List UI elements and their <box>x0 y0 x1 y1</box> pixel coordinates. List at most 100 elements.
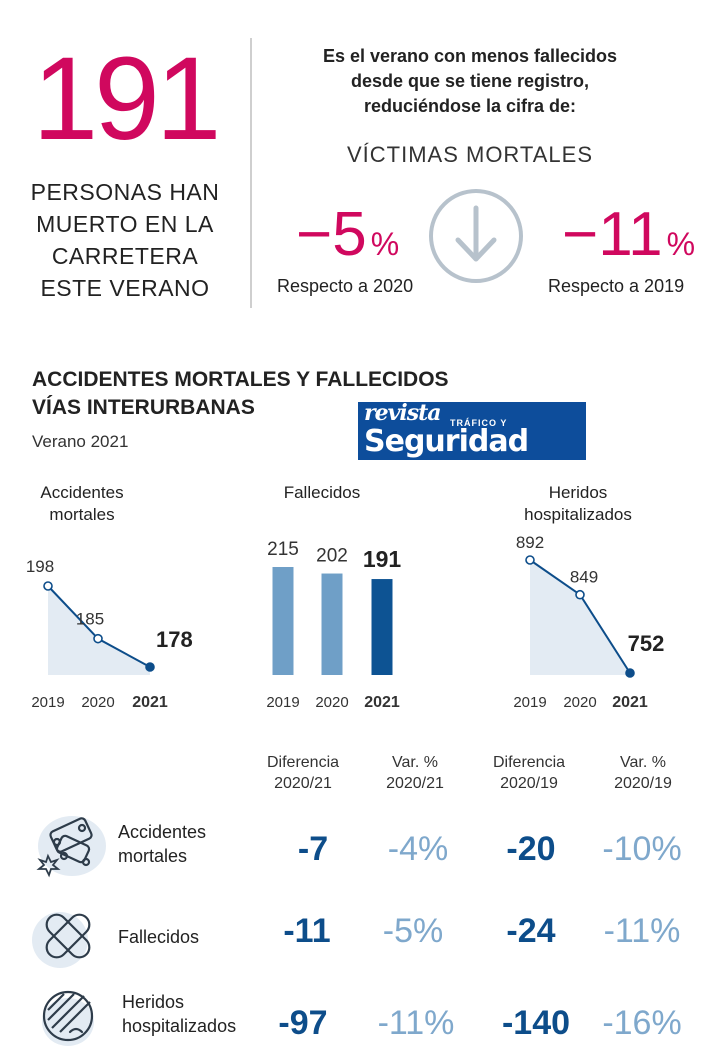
x-tick-label: 2019 <box>266 694 299 711</box>
car-crash-icon <box>36 816 106 878</box>
data-label: 892 <box>516 533 544 552</box>
row-label-line: hospitalizados <box>122 1016 237 1036</box>
change-2020-number: −5 <box>296 200 367 269</box>
row-label-line: mortales <box>118 846 188 866</box>
col-head-line: 2020/19 <box>614 775 672 792</box>
section-title-line: VÍAS INTERURBANAS <box>32 396 255 419</box>
change-2020-label: Respecto a 2020 <box>277 276 414 296</box>
value-cell: -5% <box>382 912 444 950</box>
value-cell: -20 <box>506 830 556 868</box>
data-point <box>525 555 535 565</box>
col-head-line: Diferencia <box>492 754 566 771</box>
victimas-label: VÍCTIMAS MORTALES <box>346 142 593 167</box>
data-point <box>575 589 585 600</box>
chart-title-line: mortales <box>49 505 115 524</box>
col-head-line: 2020/21 <box>386 775 444 792</box>
change-2019-number: −11 <box>562 200 663 269</box>
x-tick-label: 2021 <box>132 694 168 711</box>
section-title-line: ACCIDENTES MORTALES Y FALLECIDOS <box>32 368 449 391</box>
caption-line: MUERTO EN LA <box>36 211 214 237</box>
caption-line: ESTE VERANO <box>40 275 210 301</box>
revista-logo: revista TRÁFICO Y Seguridad Vial <box>358 400 586 494</box>
headline-line: reduciéndose la cifra de: <box>363 96 577 116</box>
x-tick-label: 2021 <box>364 694 400 711</box>
logo-line1b: TRÁFICO Y <box>450 418 508 428</box>
col-head-line: Diferencia <box>266 754 340 771</box>
change-2020-value: −5% <box>296 204 399 266</box>
logo-line1: revista <box>364 400 442 426</box>
area-fill-2 <box>530 560 630 675</box>
data-point <box>93 633 103 644</box>
area-fill-0 <box>48 586 150 675</box>
injured-face-icon <box>42 990 94 1046</box>
value-cell: -140 <box>501 1004 571 1042</box>
row-label-fallecidos: Fallecidos <box>118 925 199 949</box>
headline: Es el verano con menos fallecidos desde … <box>280 44 660 119</box>
chart-title-line: hospitalizados <box>524 505 632 524</box>
charts-area: 198 2019 185 2020 178 2021 215 2019 202 2020 191 20… <box>26 533 665 711</box>
data-point <box>43 581 53 591</box>
col-head-line: 2020/21 <box>274 775 332 792</box>
col-head-dif-2019: Diferencia 2020/19 <box>474 752 584 794</box>
arrow-down-circle-icon <box>429 189 523 283</box>
data-point <box>145 662 155 672</box>
value-cell: -7 <box>297 830 329 868</box>
chart-title-heridos: Heridos hospitalizados <box>508 482 648 526</box>
col-head-line: Var. % <box>392 754 438 771</box>
row-label-line: Fallecidos <box>118 927 200 947</box>
x-tick-label: 2020 <box>81 694 114 711</box>
chart-title-accidentes: Accidentes mortales <box>22 482 142 526</box>
col-head-line: 2020/19 <box>500 775 558 792</box>
col-head-line: Var. % <box>620 754 666 771</box>
value-cell: -11% <box>603 912 681 950</box>
value-cell: -11% <box>377 1004 455 1042</box>
x-tick-label: 2019 <box>31 694 64 711</box>
vertical-divider <box>250 38 252 308</box>
change-2020-unit: % <box>370 226 400 262</box>
x-tick-label: 2019 <box>513 694 546 711</box>
bar-value-label: 215 <box>267 539 299 560</box>
logo-line2: Seguridad Vial <box>364 424 529 494</box>
bar <box>371 579 393 675</box>
total-fatalities-number: 191 <box>32 33 222 165</box>
row-label-heridos: Heridos hospitalizados <box>122 990 236 1038</box>
col-head-var-2019: Var. % 2020/19 <box>588 752 698 794</box>
x-tick-label: 2021 <box>612 694 648 711</box>
value-cell: -10% <box>602 830 682 868</box>
chart-title-line: Heridos <box>548 483 608 502</box>
change-2019-value: −11% <box>562 204 695 266</box>
value-cell: -24 <box>506 912 556 950</box>
chart-title-fallecidos: Fallecidos <box>262 482 382 504</box>
headline-line: Es el verano con menos fallecidos <box>322 46 618 66</box>
col-head-var-2021: Var. % 2020/21 <box>360 752 470 794</box>
data-point <box>625 668 635 678</box>
value-cell: -11 <box>283 912 331 950</box>
row-label-line: Accidentes <box>118 822 207 842</box>
change-2019-unit: % <box>666 226 696 262</box>
bar-value-label: 191 <box>363 546 402 572</box>
data-label: 198 <box>26 557 54 576</box>
section-subtitle: Verano 2021 <box>32 432 129 451</box>
value-cell: -97 <box>278 1004 328 1042</box>
change-2019-label: Respecto a 2019 <box>548 276 685 296</box>
x-tick-label: 2020 <box>563 694 596 711</box>
value-cell: -16% <box>602 1004 682 1042</box>
headline-line: desde que se tiene registro, <box>350 71 590 91</box>
row-label-accidentes: Accidentes mortales <box>118 820 206 868</box>
data-label: 178 <box>156 627 193 652</box>
bar <box>272 567 294 675</box>
bar-value-label: 202 <box>316 546 348 567</box>
bar <box>321 573 343 675</box>
data-label: 849 <box>570 568 598 587</box>
value-cell: -4% <box>387 830 449 868</box>
col-head-dif-2021: Diferencia 2020/21 <box>248 752 358 794</box>
bandage-icon <box>32 912 91 968</box>
data-label: 185 <box>76 610 104 629</box>
row-label-line: Heridos <box>122 992 185 1012</box>
x-tick-label: 2020 <box>315 694 348 711</box>
chart-title-line: Accidentes <box>40 483 124 502</box>
caption-line: PERSONAS HAN <box>30 179 220 205</box>
chart-title-line: Fallecidos <box>283 483 361 502</box>
caption-line: CARRETERA <box>51 243 199 269</box>
data-label: 752 <box>628 631 665 656</box>
